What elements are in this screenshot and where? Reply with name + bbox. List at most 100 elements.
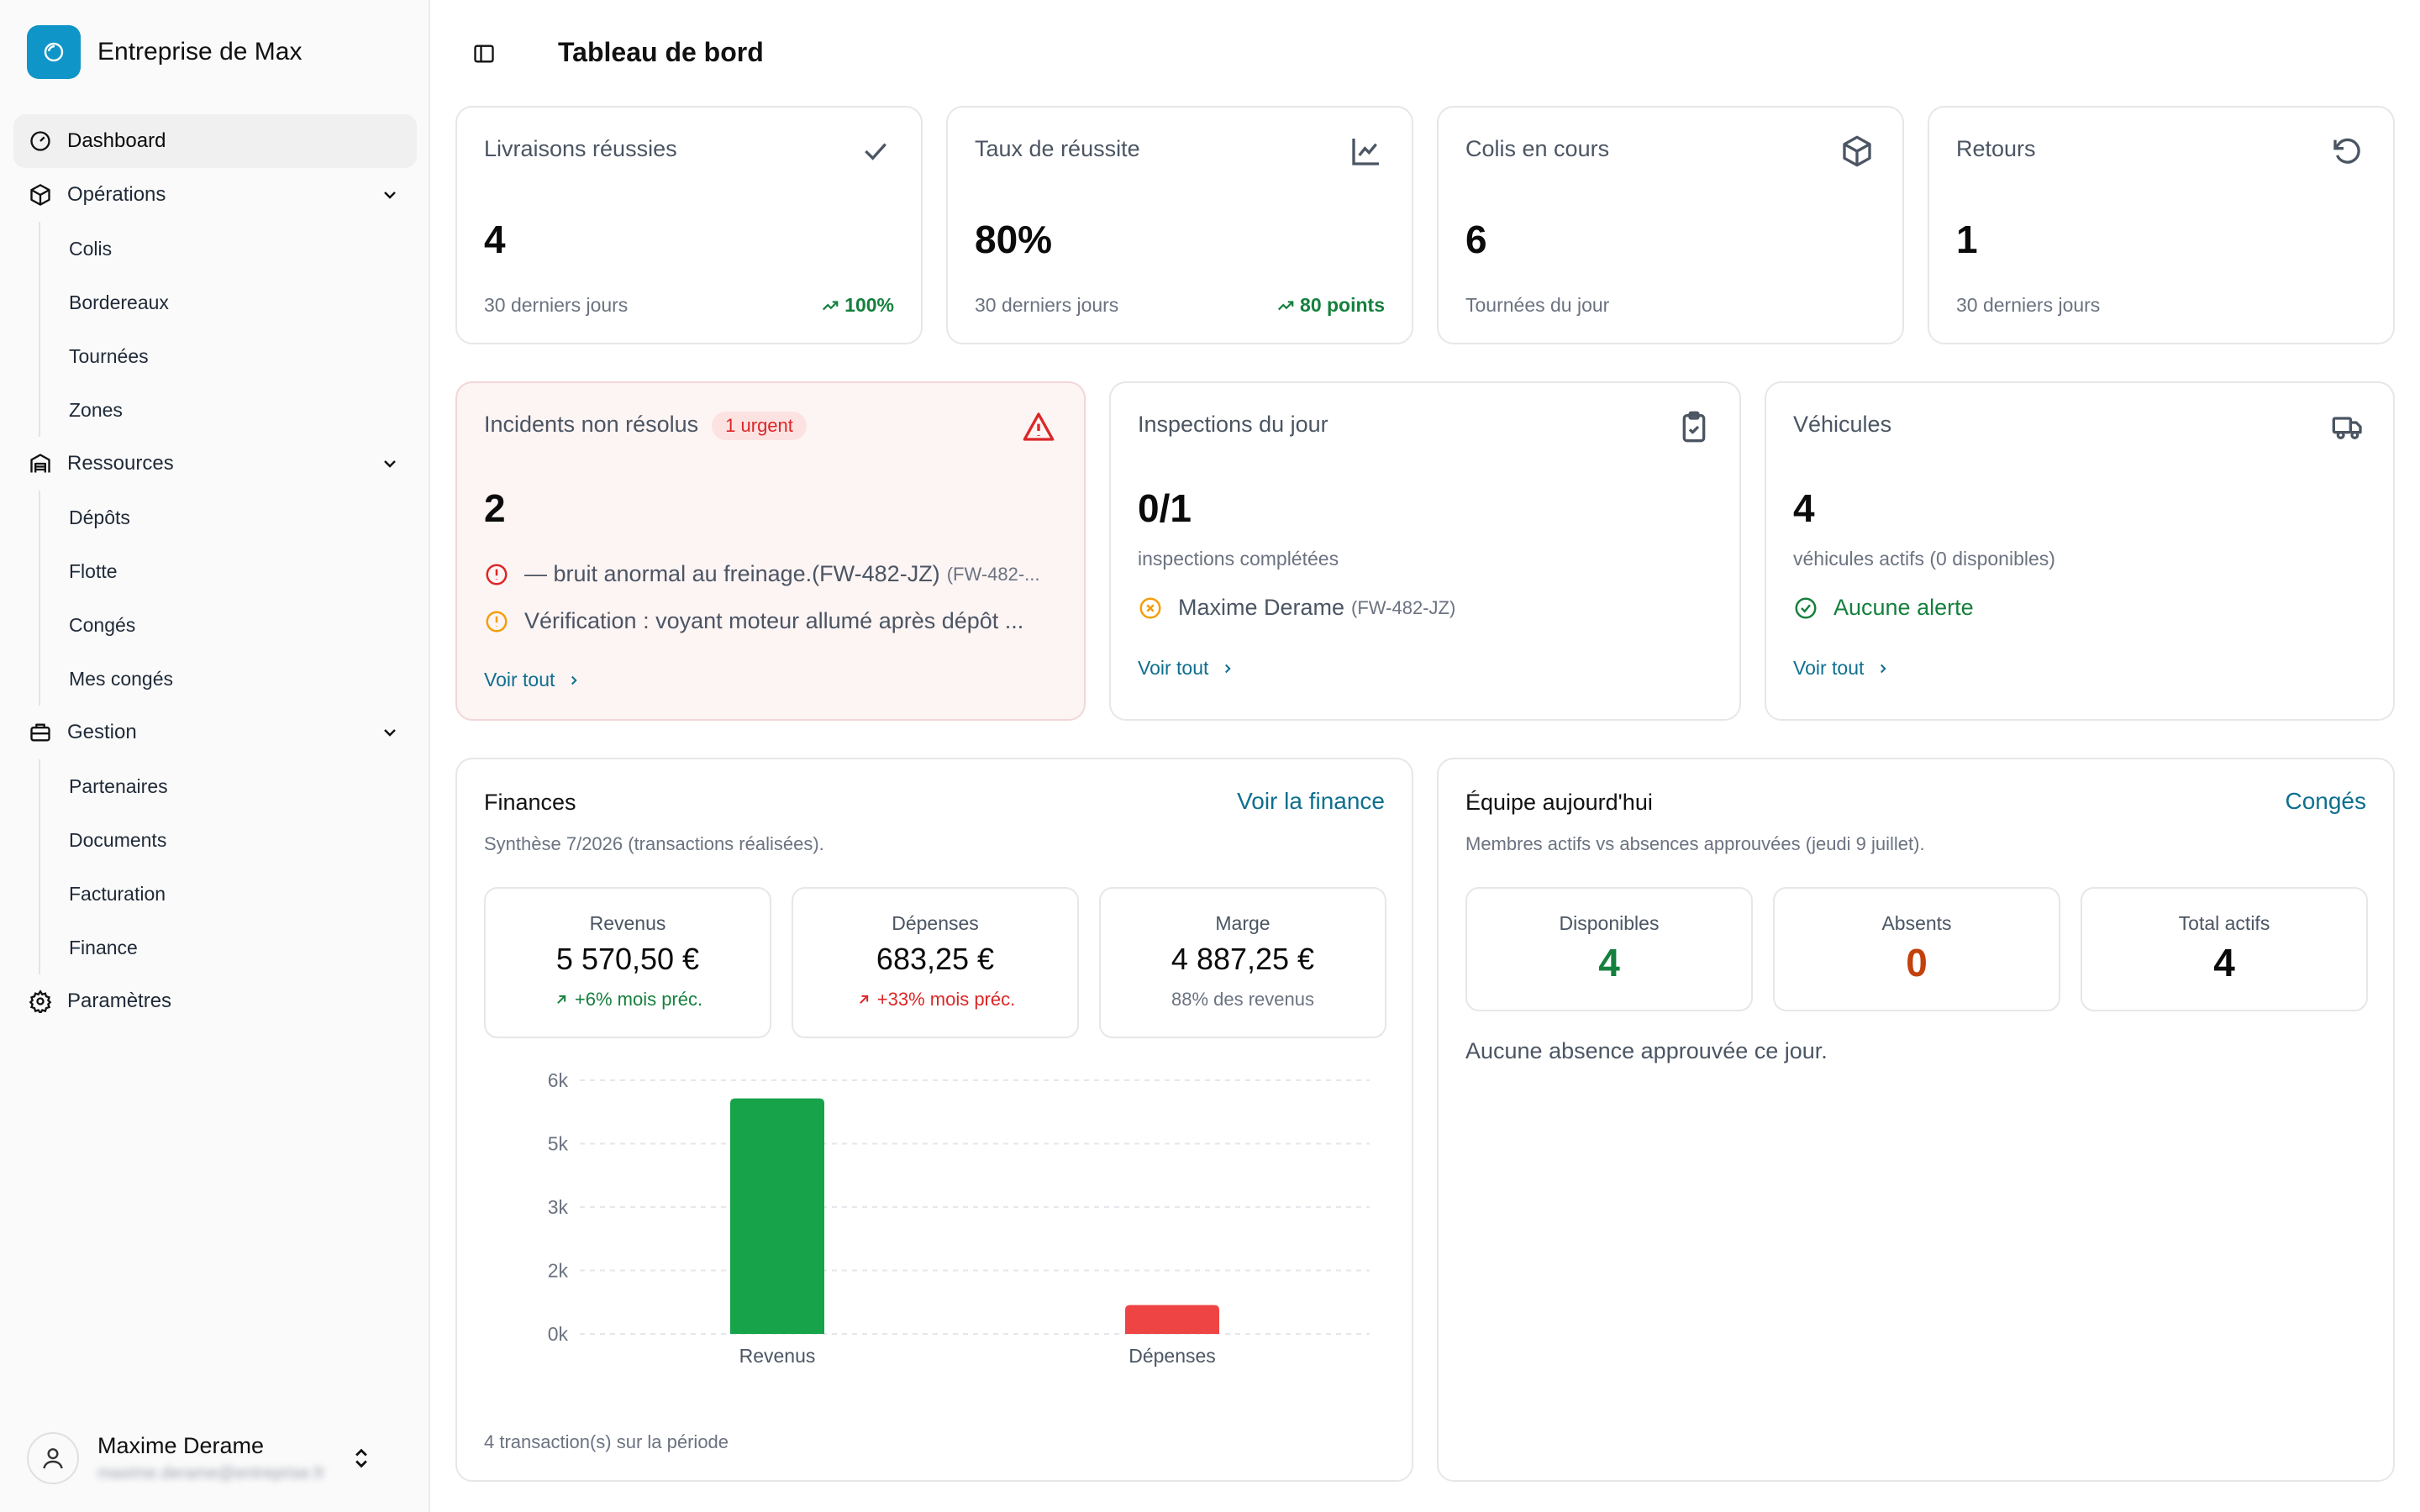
inspections-see-all-link[interactable]: Voir tout (1138, 657, 1235, 680)
sidebar-item-label: Dashboard (67, 129, 166, 152)
stat-note-text: 88% des revenus (1171, 989, 1314, 1010)
incident-text: — bruit anormal au freinage.(FW-482-JZ) (524, 561, 940, 586)
team-empty-message: Aucune absence approuvée ce jour. (1465, 1038, 1828, 1063)
finances-desc: Synthèse 7/2026 (transactions réalisées)… (484, 833, 824, 854)
stat-label: Dépenses (892, 912, 979, 934)
kpi-card-livraisons: Livraisons réussies 4 30 derniers jours … (455, 106, 923, 344)
x-circle-icon (1139, 597, 1161, 618)
chevron-down-icon[interactable] (380, 722, 400, 743)
stat-note-text: +6% mois préc. (574, 989, 703, 1010)
inspections-value: 0/1 (1138, 486, 1192, 530)
sidebar-item-facturation[interactable]: Facturation (69, 882, 166, 905)
team-title: Équipe aujourd'hui (1465, 790, 1653, 815)
sidebar-item-mes-conges[interactable]: Mes congés (69, 667, 174, 690)
chevron-right-icon (571, 675, 578, 685)
user-menu[interactable]: Maxime Derame maxime.derame@entreprise.f… (27, 1428, 407, 1488)
sidebar-item-parametres[interactable]: Paramètres (13, 974, 417, 1028)
sidebar-item-documents[interactable]: Documents (69, 828, 167, 851)
inspection-row[interactable]: Maxime Derame (FW-482-JZ) (1138, 595, 1455, 621)
sidebar-item-partenaires[interactable]: Partenaires (69, 774, 168, 797)
incident-ref: (FW-482-... (946, 563, 1040, 585)
link-label: Voir tout (1793, 657, 1865, 679)
inspections-sub: inspections complétées (1138, 548, 1339, 570)
finances-title: Finances (484, 790, 576, 815)
stat-value: 0 (1906, 941, 1928, 984)
y-tick-label: 3k (548, 1196, 569, 1218)
arrow-up-right-icon (557, 995, 566, 1004)
kpi-trend-value: 80 points (1300, 294, 1385, 316)
package-icon (1843, 135, 1871, 167)
chevron-down-icon[interactable] (380, 454, 400, 474)
stat-absents: Absents 0 (1773, 887, 2060, 1011)
finances-link[interactable]: Voir la finance (1237, 788, 1385, 814)
avatar (27, 1432, 79, 1484)
x-tick-label: Dépenses (1128, 1345, 1216, 1367)
sidebar-item-label: Opérations (67, 183, 166, 206)
brand-name: Entreprise de Max (97, 38, 302, 66)
sidebar-item-gestion[interactable]: Gestion (13, 706, 417, 759)
trending-up-icon (823, 300, 839, 310)
stat-disponibles: Disponibles 4 (1465, 887, 1753, 1011)
stat-label: Revenus (589, 912, 666, 934)
kpi-title: Colis en cours (1465, 136, 1610, 161)
sidebar-item-dashboard[interactable]: Dashboard (13, 114, 417, 168)
alert-circle-icon (486, 611, 508, 632)
sidebar-item-conges[interactable]: Congés (69, 613, 136, 636)
team-conges-link[interactable]: Congés (2285, 788, 2366, 814)
user-email: maxime.derame@entreprise.fr (97, 1464, 325, 1483)
urgent-badge: 1 urgent (712, 412, 807, 440)
brand[interactable]: Entreprise de Max (27, 25, 302, 79)
inspection-name: Maxime Derame (1178, 595, 1345, 620)
sidebar-item-flotte[interactable]: Flotte (69, 559, 118, 582)
kpi-card-colis: Colis en cours 6 Tournées du jour (1437, 106, 1904, 344)
y-tick-label: 2k (548, 1260, 569, 1282)
kpi-sub: 30 derniers jours (484, 294, 629, 316)
sidebar-nav: Dashboard Opérations Colis Bordereaux To… (13, 114, 417, 1028)
kpi-trend-value: 100% (844, 294, 894, 316)
sidebar-item-label: Gestion (67, 721, 137, 743)
stat-label: Total actifs (2178, 912, 2270, 934)
stat-label: Marge (1215, 912, 1270, 934)
kpi-value: 4 (484, 218, 506, 261)
inspections-title: Inspections du jour (1138, 412, 1328, 437)
sidebar-item-ressources[interactable]: Ressources (13, 437, 417, 491)
check-icon (865, 143, 886, 160)
kpi-trend: 80 points (1276, 294, 1385, 317)
y-tick-label: 6k (548, 1069, 569, 1091)
sidebar: Entreprise de Max Dashboard Opérations C… (0, 0, 430, 1512)
sidebar-item-operations[interactable]: Opérations (13, 168, 417, 222)
inspections-card: Inspections du jour 0/1 inspections comp… (1109, 381, 1741, 721)
briefcase-icon (30, 723, 50, 742)
kpi-value: 6 (1465, 218, 1487, 261)
gestion-subnav: Partenaires Documents Facturation Financ… (39, 759, 417, 974)
sidebar-item-finance[interactable]: Finance (69, 936, 138, 958)
chevron-right-icon (1881, 664, 1887, 673)
kpi-card-taux: Taux de réussite 80% 30 derniers jours 8… (946, 106, 1413, 344)
incident-row[interactable]: Vérification : voyant moteur allumé aprè… (484, 608, 1064, 634)
brand-logo-icon (27, 25, 81, 79)
sidebar-item-label: Paramètres (67, 990, 172, 1012)
kpi-value: 80% (975, 218, 1053, 261)
sidebar-item-bordereaux[interactable]: Bordereaux (69, 291, 169, 313)
incidents-see-all-link[interactable]: Voir tout (484, 669, 581, 691)
sidebar-item-tournees[interactable]: Tournées (69, 344, 149, 367)
sidebar-item-colis[interactable]: Colis (69, 237, 113, 260)
sidebar-toggle-icon[interactable] (472, 42, 496, 66)
stat-revenus: Revenus 5 570,50 € +6% mois préc. (484, 887, 771, 1038)
vehicles-status-text: Aucune alerte (1833, 595, 1974, 620)
finances-footnote: 4 transaction(s) sur la période (484, 1431, 729, 1452)
alert-circle-icon (486, 564, 508, 585)
sidebar-item-zones[interactable]: Zones (69, 398, 123, 421)
stat-value: 5 570,50 € (555, 942, 700, 976)
chevrons-up-down-icon[interactable] (350, 1446, 373, 1470)
incident-row[interactable]: — bruit anormal au freinage.(FW-482-JZ) (… (484, 561, 1064, 587)
gear-icon (29, 990, 52, 1013)
line-chart-icon (1352, 139, 1379, 165)
user-name: Maxime Derame (97, 1433, 265, 1458)
alert-triangle-icon (1023, 412, 1055, 441)
vehicles-see-all-link[interactable]: Voir tout (1793, 657, 1891, 680)
chevron-down-icon[interactable] (380, 185, 400, 205)
chevron-right-icon (1225, 664, 1232, 673)
stat-label: Absents (1881, 912, 1952, 934)
sidebar-item-depots[interactable]: Dépôts (69, 506, 130, 528)
